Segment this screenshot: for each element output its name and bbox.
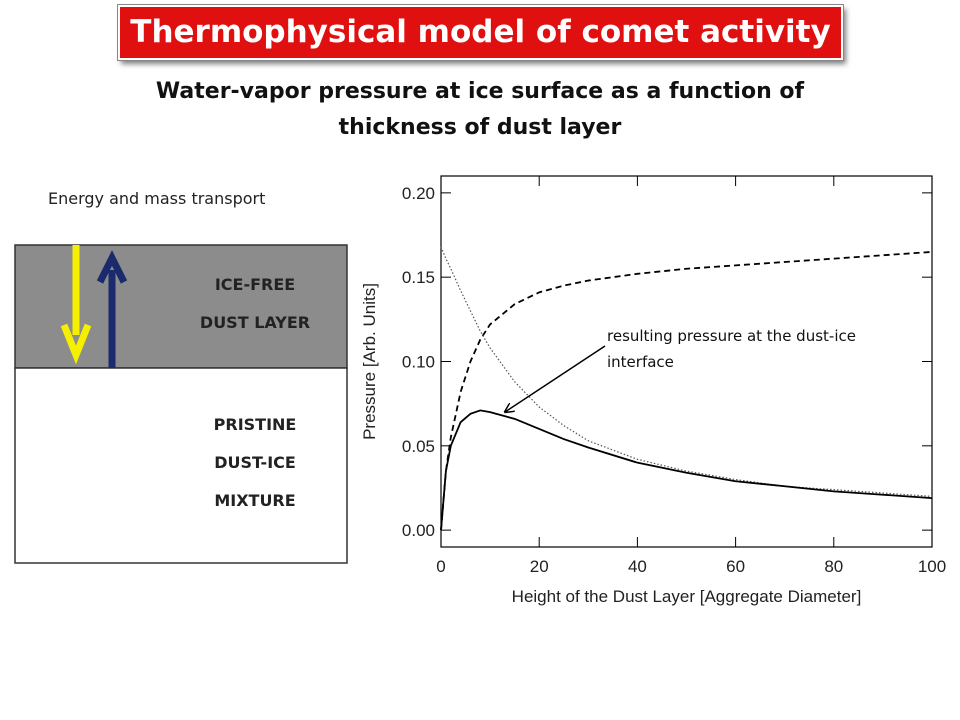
x-axis-label: Height of the Dust Layer [Aggregate Diam… bbox=[512, 587, 862, 606]
y-tick-label: 0.10 bbox=[402, 353, 435, 372]
x-tick-label: 100 bbox=[918, 557, 946, 576]
annotation-arrow bbox=[505, 345, 606, 412]
x-tick-label: 20 bbox=[530, 557, 549, 576]
data-line bbox=[440, 409, 933, 531]
layer-label: ICE-FREE bbox=[215, 275, 295, 294]
slide-subtitle: Water-vapor pressure at ice surface as a… bbox=[155, 79, 805, 140]
yellow-arrow bbox=[60, 245, 92, 365]
layer-label: DUST LAYER bbox=[200, 313, 310, 332]
layer-label: PRISTINE bbox=[214, 415, 297, 434]
ice-layer bbox=[14, 367, 348, 564]
layer-label: DUST-ICE bbox=[214, 453, 296, 472]
layer-label: MIXTURE bbox=[214, 491, 295, 510]
y-tick-label: 0.05 bbox=[402, 437, 435, 456]
blue-arrow bbox=[96, 250, 128, 368]
y-axis-label: Pressure [Arb. Units] bbox=[360, 283, 379, 440]
x-tick-label: 60 bbox=[726, 557, 745, 576]
x-tick-label: 80 bbox=[824, 557, 843, 576]
x-tick-label: 0 bbox=[436, 557, 445, 576]
data-line bbox=[440, 250, 933, 531]
y-tick-label: 0.20 bbox=[402, 184, 435, 203]
x-tick-label: 40 bbox=[628, 557, 647, 576]
y-tick-label: 0.00 bbox=[402, 521, 435, 540]
slide-title: Thermophysical model of comet activity bbox=[117, 4, 844, 61]
dust-layer bbox=[14, 244, 348, 369]
transport-label: Energy and mass transport bbox=[48, 189, 265, 208]
y-tick-label: 0.15 bbox=[402, 268, 435, 287]
annotation: resulting pressure at the dust-ice inter… bbox=[607, 327, 856, 371]
